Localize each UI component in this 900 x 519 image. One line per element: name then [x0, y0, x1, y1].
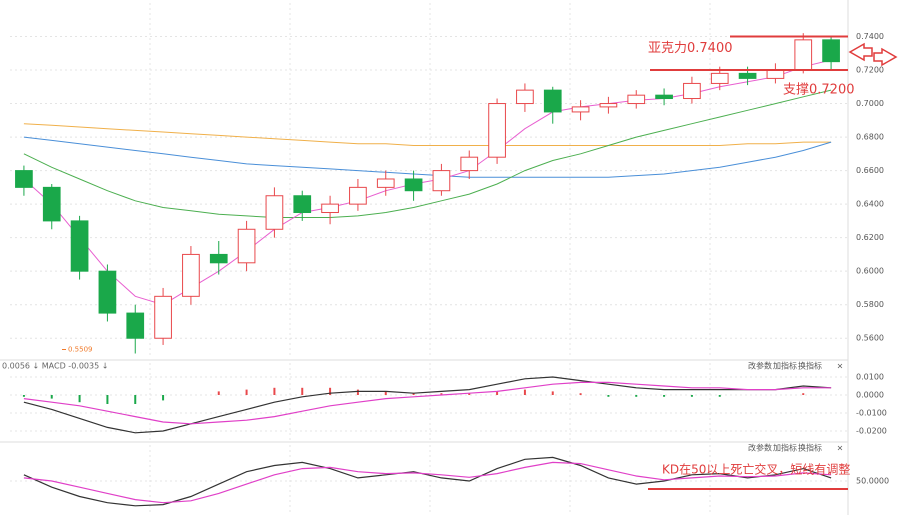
y-tick-label: -0.0100 [856, 409, 887, 418]
panel-button[interactable]: 改参数 [748, 361, 772, 371]
y-tick-label: -0.0200 [856, 427, 887, 436]
candle-body [794, 39, 813, 71]
candle-body [738, 72, 757, 79]
panel-button[interactable]: × [837, 362, 844, 371]
indicator-line [23, 89, 832, 218]
y-tick-label: 0.7400 [856, 32, 884, 41]
candle-body [822, 39, 840, 63]
panel-button[interactable]: 换指标 [798, 361, 822, 371]
candle-body [376, 178, 395, 188]
candle-body [126, 312, 145, 339]
panel-button[interactable]: × [837, 444, 844, 453]
candle-body [627, 94, 646, 105]
candle-body [766, 69, 785, 79]
candle-body [321, 203, 339, 214]
candle-body [599, 103, 618, 108]
y-tick-label: 0.6800 [856, 133, 884, 142]
candle-body [209, 253, 228, 264]
y-tick-label: 0.5600 [856, 334, 884, 343]
candle-body [488, 103, 506, 158]
y-tick-label: 0.0000 [856, 391, 884, 400]
annotation: KD在50以上死亡交叉，短线有调整 [662, 462, 850, 477]
candle-body [293, 195, 312, 214]
indicator-line [23, 136, 832, 178]
arrow-icon [848, 42, 873, 62]
candle-body [710, 72, 729, 84]
low-label: 0.5509 [68, 345, 93, 353]
candle-body [404, 178, 423, 192]
candle-body [655, 94, 673, 100]
y-tick-label: 50.0000 [856, 477, 889, 486]
candle-body [571, 106, 590, 113]
annotation: 支撑0.7200 [783, 83, 855, 98]
candle-body [237, 228, 256, 264]
candle-body [543, 89, 562, 113]
annotation: 亚克力0.7400 [648, 41, 733, 56]
candle-body [70, 220, 89, 272]
indicator-line [23, 381, 832, 425]
candle-body [182, 253, 200, 297]
panel-button[interactable]: 加指标 [773, 361, 797, 371]
panel-button[interactable]: 换指标 [798, 443, 822, 453]
candle-body [42, 186, 61, 222]
indicator-line [23, 376, 832, 434]
y-tick-label: 0.6400 [856, 200, 884, 209]
candle-body [683, 82, 701, 100]
candle-body [516, 89, 534, 105]
y-tick-label: 0.0100 [856, 373, 884, 382]
y-tick-label: 0.5800 [856, 300, 884, 309]
y-tick-label: 0.7200 [856, 66, 884, 75]
indicator-line [23, 456, 832, 507]
y-tick-label: 0.6000 [856, 267, 884, 276]
panel-button[interactable]: 改参数 [748, 443, 772, 453]
candle-body [349, 186, 367, 205]
arrow-icon [873, 47, 898, 67]
candle-body [98, 270, 117, 314]
indicator-header: 0.0056 ↓ MACD -0.0035 ↓ [2, 362, 108, 371]
candle-body [460, 156, 479, 172]
indicator-line [23, 123, 832, 146]
indicator-line [23, 461, 832, 504]
candle-body [265, 195, 284, 230]
panel-button[interactable]: 加指标 [773, 443, 797, 453]
candle-body [15, 170, 33, 188]
candle-body [432, 170, 451, 192]
y-tick-label: 0.6200 [856, 233, 884, 242]
y-tick-label: 0.6600 [856, 166, 884, 175]
candle-body [154, 295, 172, 339]
y-tick-label: 0.7000 [856, 99, 884, 108]
